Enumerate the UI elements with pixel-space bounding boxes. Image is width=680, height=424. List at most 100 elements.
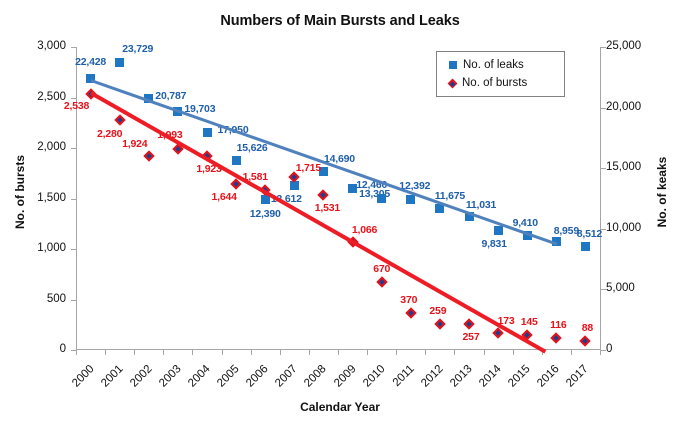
- chart-legend: No. of leaks No. of bursts: [436, 51, 565, 97]
- x-axis-line: [76, 349, 601, 350]
- data-label-leak: 8,512: [576, 227, 603, 240]
- y-axis-right-tick-label: 20,000: [606, 100, 642, 113]
- x-axis-tick-label: 2010: [360, 362, 388, 390]
- data-label-leak: 11,675: [434, 190, 466, 203]
- x-axis-tick: [512, 350, 514, 355]
- y-axis-right-tick: [601, 168, 606, 170]
- data-label-leak: 22,428: [75, 56, 107, 69]
- legend-swatch-leaks-icon: [449, 61, 457, 69]
- x-axis-tick: [483, 350, 485, 355]
- data-point-leak: [522, 231, 532, 241]
- x-axis-tick: [163, 350, 165, 355]
- data-label-burst: 370: [400, 293, 418, 306]
- y-axis-right-line: [600, 47, 601, 350]
- y-axis-left-line: [76, 47, 77, 350]
- x-axis-tick-label: 2012: [419, 362, 446, 390]
- data-label-burst: 88: [581, 322, 594, 335]
- legend-item-leaks: No. of leaks: [437, 56, 564, 74]
- data-label-burst: 145: [520, 316, 538, 329]
- data-point-burst: [463, 318, 475, 330]
- data-point-leak: [318, 167, 328, 177]
- data-label-leak: 9,410: [512, 216, 538, 229]
- y-axis-right-tick-label: 15,000: [606, 161, 642, 174]
- x-axis-tick: [338, 350, 339, 355]
- x-axis-tick: [570, 350, 572, 355]
- x-axis-tick: [250, 350, 252, 355]
- data-label-burst: 1,581: [242, 171, 268, 184]
- chart-title: Numbers of Main Bursts and Leaks: [220, 13, 460, 29]
- x-axis-tick-label: 2014: [477, 362, 504, 390]
- data-label-burst: 2,280: [97, 127, 123, 140]
- x-axis-tick: [105, 350, 107, 355]
- data-label-leak: 19,703: [184, 103, 216, 116]
- data-point-burst: [579, 335, 592, 347]
- x-axis-tick: [600, 350, 601, 355]
- y-axis-left-tick-label: 0: [59, 343, 66, 355]
- data-point-leak: [289, 180, 299, 190]
- data-point-burst: [375, 276, 388, 288]
- x-axis-tick: [76, 350, 77, 355]
- data-point-leak: [435, 203, 445, 213]
- data-label-leak: 12,460: [356, 178, 388, 191]
- y-axis-left-tick: [71, 47, 76, 48]
- data-point-leak: [86, 73, 96, 83]
- legend-label-bursts: No. of bursts: [462, 77, 528, 89]
- y-axis-left-tick: [71, 97, 76, 99]
- data-label-burst: 173: [497, 314, 515, 327]
- y-axis-left-tick-label: 1,500: [37, 191, 66, 204]
- data-point-leak: [231, 156, 241, 166]
- data-label-burst: 116: [550, 319, 567, 332]
- data-label-leak: 11,031: [465, 199, 497, 212]
- data-point-leak: [144, 93, 154, 103]
- y-axis-left-title: No. of bursts: [13, 155, 27, 229]
- legend-item-bursts: No. of bursts: [437, 74, 564, 92]
- x-axis-tick: [134, 350, 136, 355]
- data-label-leak: 12,390: [249, 207, 281, 220]
- y-axis-right-tick-label: 10,000: [606, 221, 642, 234]
- x-axis-tick-label: 2013: [448, 362, 475, 390]
- x-axis-tick-label: 2008: [302, 362, 330, 390]
- x-axis-tick-label: 2011: [390, 362, 417, 389]
- data-label-burst: 1,644: [211, 190, 237, 203]
- data-point-leak: [115, 57, 125, 67]
- data-point-burst: [550, 332, 562, 344]
- data-label-burst: 259: [429, 304, 447, 317]
- data-point-burst: [113, 114, 126, 126]
- y-axis-left-tick-label: 1,000: [37, 242, 66, 254]
- x-axis-tick-label: 2007: [273, 362, 301, 390]
- y-axis-right-tick: [601, 228, 606, 230]
- data-label-burst: 2,538: [63, 99, 90, 112]
- x-axis-tick: [541, 350, 543, 355]
- data-label-burst: 670: [373, 263, 391, 276]
- y-axis-right-tick: [601, 350, 606, 351]
- data-label-burst: 1,066: [351, 224, 378, 237]
- data-label-leak: 13,612: [270, 193, 302, 206]
- data-label-leak: 23,729: [122, 43, 154, 56]
- data-point-leak: [493, 226, 503, 236]
- data-label-leak: 13,305: [359, 187, 391, 200]
- x-axis-title: Calendar Year: [300, 400, 380, 414]
- x-axis-tick: [221, 350, 223, 355]
- x-axis-tick: [308, 350, 310, 355]
- plot-area: 22,42823,72920,78719,70317,95015,62612,3…: [64, 43, 603, 354]
- y-axis-left-tick: [71, 299, 76, 301]
- x-axis-tick: [454, 350, 456, 355]
- data-label-leak: 12,392: [399, 179, 431, 192]
- data-label-leak: 20,787: [155, 90, 187, 103]
- x-axis-tick-label: 2004: [186, 362, 213, 390]
- x-axis-tick-label: 2002: [127, 362, 155, 390]
- y-axis-left-tick: [71, 148, 76, 149]
- y-axis-left-tick-label: 2,500: [37, 90, 66, 103]
- y-axis-left-tick: [71, 350, 76, 351]
- x-axis-tick: [425, 350, 427, 355]
- x-axis-tick-label: 2001: [98, 362, 126, 390]
- data-point-leak: [260, 195, 270, 205]
- y-axis-right-tick-label: 5,000: [606, 282, 635, 295]
- y-axis-left-tick-label: 500: [46, 292, 66, 305]
- data-point-burst: [143, 150, 155, 162]
- trendline-burst: [89, 91, 546, 354]
- legend-label-leaks: No. of leaks: [463, 59, 524, 71]
- data-label-burst: 1,531: [314, 202, 341, 215]
- data-label-burst: 1,923: [196, 162, 222, 175]
